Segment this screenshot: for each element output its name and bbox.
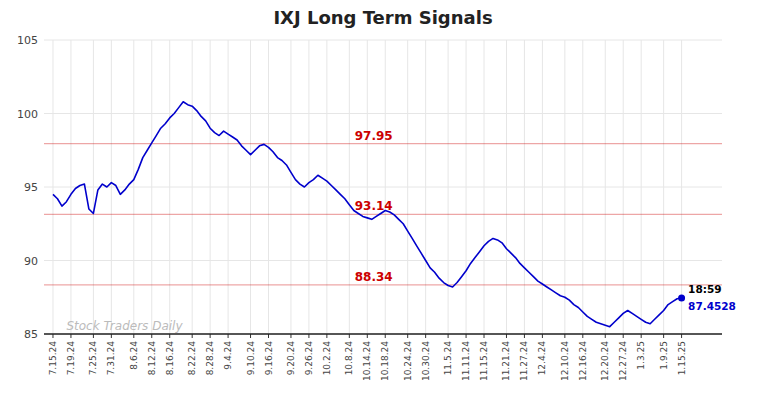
x-grid-line (290, 40, 291, 334)
x-grid-line (623, 40, 624, 334)
y-tick-label: 100 (17, 108, 38, 121)
x-tick-label: 7.19.24 (66, 341, 76, 376)
reference-label: 93.14 (355, 199, 393, 213)
x-grid-line (111, 40, 112, 334)
x-tick-label: 12.27.24 (618, 341, 628, 381)
x-tick-label: 7.15.24 (48, 341, 58, 376)
plot-area (44, 102, 722, 327)
x-tick-label: 10.2.24 (322, 341, 332, 376)
x-tick-label: 8.28.24 (205, 341, 215, 376)
x-tick-label: 9.16.24 (264, 341, 274, 376)
x-tick-label: 9.4.24 (223, 341, 233, 370)
x-grid-line (52, 40, 53, 334)
x-grid-line (564, 40, 565, 334)
reference-line (44, 214, 722, 215)
x-tick-label: 8.12.24 (147, 341, 157, 376)
chart: IXJ Long Term Signals 85 90 95 100 105 7.15.24… (0, 0, 784, 398)
x-tick-label: 12.16.24 (578, 341, 588, 381)
x-tick-label: 10.24.24 (403, 341, 413, 381)
reference-line (44, 143, 722, 144)
x-tick-label: 11.11.24 (461, 341, 471, 381)
x-tick-label: 9.10.24 (246, 341, 256, 376)
y-tick-label: 90 (24, 255, 38, 268)
x-tick-label: 8.6.24 (129, 341, 139, 370)
x-grid-line (210, 40, 211, 334)
x-tick-label: 11.15.24 (479, 341, 489, 381)
x-grid-line (367, 40, 368, 334)
x-tick-label: 9.20.24 (286, 341, 296, 376)
x-tick-label: 1.15.25 (677, 341, 687, 375)
x-tick-label: 10.30.24 (421, 341, 431, 381)
y-grid-line (44, 334, 722, 335)
x-grid-line (133, 40, 134, 334)
x-tick-label: 8.22.24 (187, 341, 197, 376)
x-grid-line (466, 40, 467, 334)
y-grid-line (44, 187, 722, 188)
x-grid-line (407, 40, 408, 334)
x-tick-label: 12.10.24 (560, 341, 570, 381)
x-grid-line (192, 40, 193, 334)
x-grid-line (663, 40, 664, 334)
reference-line (44, 284, 722, 285)
x-tick-label: 1.3.25 (636, 341, 646, 370)
watermark: Stock Traders Daily (66, 319, 183, 333)
x-grid-line (605, 40, 606, 334)
x-tick-label: 10.18.24 (380, 341, 390, 381)
x-grid-line (681, 40, 682, 334)
title: IXJ Long Term Signals (273, 7, 492, 28)
x-tick-label: 11.21.24 (501, 341, 511, 381)
x-grid-line (385, 40, 386, 334)
x-tick-label: 7.31.24 (106, 341, 116, 376)
x-tick-label: 11.5.24 (443, 341, 453, 376)
x-tick-label: 10.14.24 (362, 341, 372, 381)
x-tick-label: 7.25.24 (88, 341, 98, 376)
y-grid-line (44, 113, 722, 114)
y-tick-label: 105 (17, 34, 38, 47)
x-grid-line (582, 40, 583, 334)
x-grid-line (151, 40, 152, 334)
x-tick-label: 1.9.25 (659, 341, 669, 370)
x-tick-label: 9.26.24 (304, 341, 314, 376)
x-grid-line (506, 40, 507, 334)
x-grid-line (425, 40, 426, 334)
y-grid-line (44, 260, 722, 261)
x-axis-line (44, 333, 722, 335)
x-grid-line (250, 40, 251, 334)
x-tick-label: 8.16.24 (165, 341, 175, 376)
reference-label: 97.95 (355, 129, 393, 143)
end-time-label: 18:59 (688, 283, 721, 295)
x-grid-line (228, 40, 229, 334)
y-grid-line (44, 40, 722, 41)
x-grid-line (268, 40, 269, 334)
y-tick-label: 85 (24, 328, 38, 341)
end-dot (678, 294, 685, 301)
x-grid-line (93, 40, 94, 334)
x-grid-line (542, 40, 543, 334)
x-grid-line (308, 40, 309, 334)
x-grid-line (70, 40, 71, 334)
grid (44, 40, 722, 334)
x-grid-line (448, 40, 449, 334)
x-tick-label: 11.27.24 (519, 341, 529, 381)
x-grid-line (326, 40, 327, 334)
x-grid-line (524, 40, 525, 334)
price-line (53, 102, 682, 327)
y-tick-label: 95 (24, 181, 38, 194)
end-price-label: 87.4528 (688, 300, 736, 312)
x-grid-line (641, 40, 642, 334)
reference-label: 88.34 (355, 270, 393, 284)
x-tick-label: 12.4.24 (537, 341, 547, 376)
x-tick-label: 12.20.24 (600, 341, 610, 381)
x-grid-line (484, 40, 485, 334)
x-grid-line (349, 40, 350, 334)
x-tick-label: 10.8.24 (344, 341, 354, 376)
x-grid-line (169, 40, 170, 334)
